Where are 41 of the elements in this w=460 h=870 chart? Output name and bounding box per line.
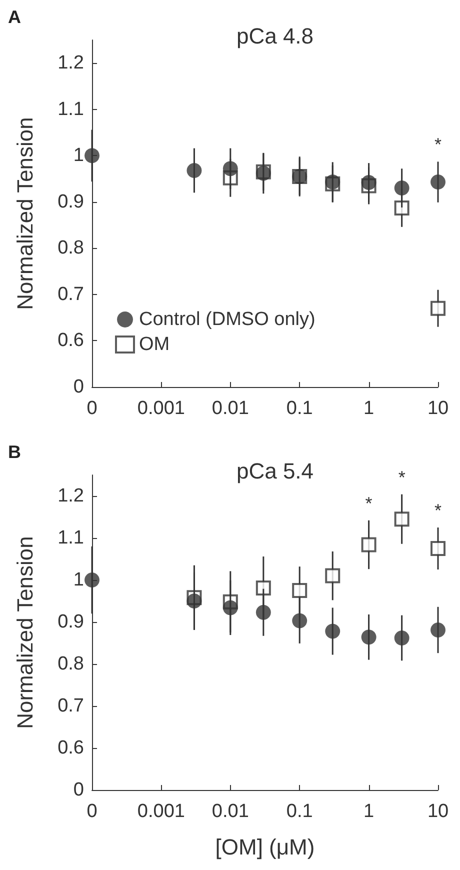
y-axis-title: Normalized Tension — [12, 117, 38, 310]
x-tick-label: 0.01 — [212, 801, 249, 822]
data-label: * — [434, 500, 442, 520]
x-axis-title: [OM] (μM) — [215, 834, 315, 860]
y-tick-label: 1.2 — [58, 486, 84, 506]
y-tick-label: 1.1 — [58, 98, 84, 120]
y-tick-label: 1.1 — [58, 528, 84, 548]
x-tick-label: 1 — [364, 801, 374, 822]
data-label: * — [434, 134, 442, 155]
data-label: * — [365, 493, 372, 514]
y-tick-label: 0 — [73, 376, 84, 398]
x-tick-label: 1 — [364, 398, 374, 419]
y-tick-label: 0.9 — [58, 191, 84, 212]
y-tick-label: 0.8 — [58, 654, 84, 674]
text: A — [8, 7, 21, 27]
chart-title: pCa 4.8 — [236, 24, 314, 48]
chart-title: pCa 5.4 — [236, 458, 314, 484]
x-tick-label: 0.1 — [286, 801, 313, 822]
y-tick-label: 0.8 — [58, 238, 84, 259]
y-tick-label: 1.2 — [58, 52, 84, 74]
y-tick-label: 0.6 — [58, 330, 84, 352]
y-tick-label: 0.6 — [58, 738, 84, 758]
x-tick-label: 0.1 — [286, 398, 313, 419]
y-tick-label: 1 — [73, 570, 84, 590]
x-tick-label: 0.01 — [212, 398, 249, 419]
y-tick-label: 1 — [73, 145, 84, 166]
legend-label: Control (DMSO only) — [139, 309, 316, 330]
x-tick-label: 0.001 — [137, 801, 185, 822]
y-tick-label: 0.7 — [58, 284, 84, 305]
x-tick-label: 0 — [86, 801, 98, 822]
text: B — [8, 442, 21, 462]
y-tick-label: 0.9 — [58, 612, 84, 632]
legend-label: OM — [139, 334, 170, 355]
y-tick-label: 0.7 — [58, 696, 84, 716]
x-tick-label: 0.001 — [137, 398, 185, 419]
y-axis-title: Normalized Tension — [12, 536, 38, 729]
x-tick-label: 0 — [86, 398, 98, 419]
y-tick-label: 0 — [73, 780, 84, 800]
x-tick-label: 10 — [427, 801, 449, 822]
x-tick-label: 10 — [427, 398, 449, 419]
data-label: * — [398, 467, 406, 488]
